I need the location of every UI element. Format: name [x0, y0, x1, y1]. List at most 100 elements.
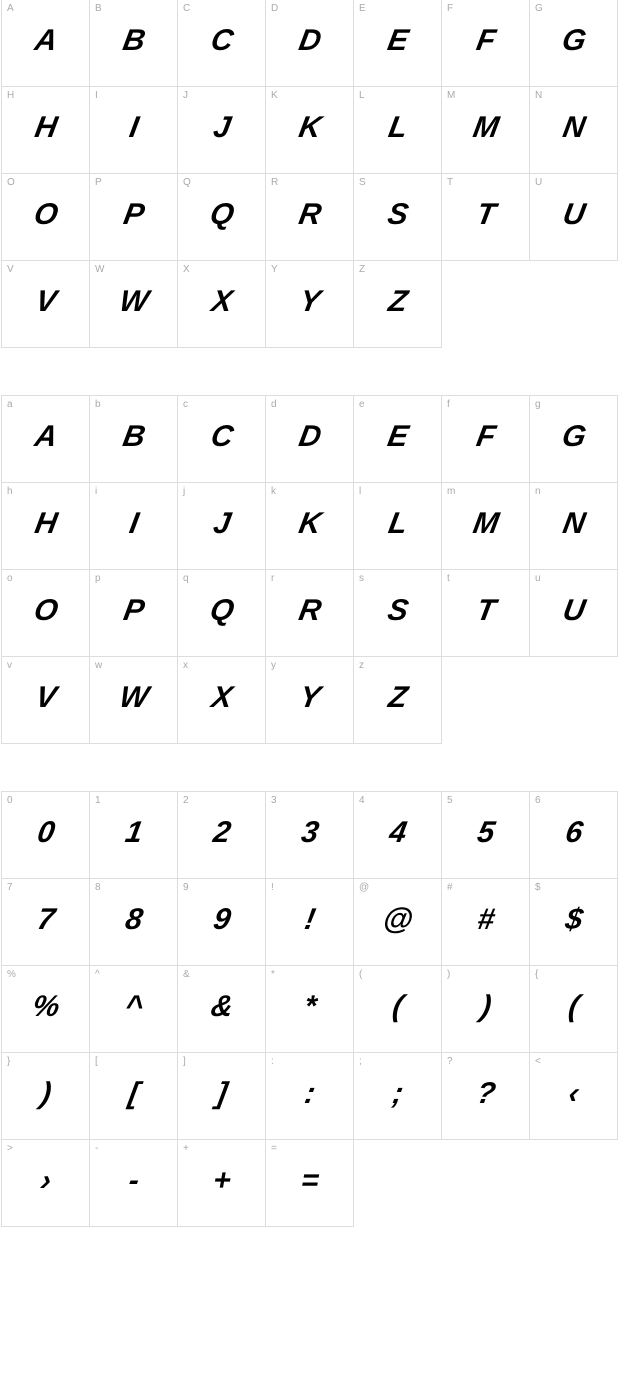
character-label: ] [183, 1056, 186, 1067]
character-label: M [447, 90, 455, 101]
character-glyph: * [263, 990, 356, 1024]
character-label: 6 [535, 795, 541, 806]
character-glyph: S [351, 594, 444, 628]
character-label: 4 [359, 795, 365, 806]
character-cell: (( [353, 965, 442, 1053]
character-cell: RR [265, 173, 354, 261]
character-cell: TT [441, 173, 530, 261]
character-cell: HH [1, 86, 90, 174]
character-cell: && [177, 965, 266, 1053]
character-glyph: # [439, 903, 532, 937]
character-label: ^ [95, 969, 100, 980]
character-label: u [535, 573, 541, 584]
character-cell: ;; [353, 1052, 442, 1140]
character-cell: UU [529, 173, 618, 261]
character-label: e [359, 399, 365, 410]
character-label: < [535, 1056, 541, 1067]
character-glyph: R [263, 594, 356, 628]
character-label: t [447, 573, 450, 584]
character-glyph: 0 [0, 816, 92, 850]
character-cell: kK [265, 482, 354, 570]
character-glyph: I [87, 111, 180, 145]
character-label: B [95, 3, 102, 14]
character-label: n [535, 486, 541, 497]
character-label: % [7, 969, 16, 980]
character-label: f [447, 399, 450, 410]
character-cell: cC [177, 395, 266, 483]
character-cell: mM [441, 482, 530, 570]
character-glyph: T [439, 594, 532, 628]
character-label: j [183, 486, 185, 497]
character-glyph: P [87, 594, 180, 628]
character-glyph: X [175, 285, 268, 319]
character-label: - [95, 1143, 98, 1154]
character-label: g [535, 399, 541, 410]
character-label: O [7, 177, 15, 188]
character-cell: eE [353, 395, 442, 483]
character-label: 1 [95, 795, 101, 806]
character-glyph: H [0, 111, 92, 145]
character-cell: gG [529, 395, 618, 483]
character-glyph: U [527, 198, 620, 232]
character-cell: VV [1, 260, 90, 348]
character-cell: 55 [441, 791, 530, 879]
character-glyph: : [263, 1077, 356, 1111]
character-glyph: P [87, 198, 180, 232]
character-cell: 11 [89, 791, 178, 879]
character-glyph: @ [351, 903, 444, 937]
character-glyph: + [175, 1164, 268, 1198]
character-cell: GG [529, 0, 618, 87]
character-label: 8 [95, 882, 101, 893]
character-glyph: 5 [439, 816, 532, 850]
character-glyph: C [175, 420, 268, 454]
character-label: K [271, 90, 278, 101]
character-glyph: Y [263, 285, 356, 319]
character-cell: SS [353, 173, 442, 261]
character-label: x [183, 660, 188, 671]
character-cell: QQ [177, 173, 266, 261]
character-grid: AABBCCDDEEFFGGHHIIJJKKLLMMNNOOPPQQRRSSTT… [2, 0, 640, 348]
character-glyph: U [527, 594, 620, 628]
character-glyph: B [87, 420, 180, 454]
character-section-0: AABBCCDDEEFFGGHHIIJJKKLLMMNNOOPPQQRRSSTT… [0, 0, 640, 348]
character-glyph: X [175, 681, 268, 715]
character-cell: aA [1, 395, 90, 483]
character-label: c [183, 399, 188, 410]
character-cell: DD [265, 0, 354, 87]
character-glyph: M [439, 507, 532, 541]
character-label: k [271, 486, 276, 497]
character-label: = [271, 1143, 277, 1154]
character-label: > [7, 1143, 13, 1154]
character-map: AABBCCDDEEFFGGHHIIJJKKLLMMNNOOPPQQRRSSTT… [0, 0, 640, 1227]
character-cell: yY [265, 656, 354, 744]
character-cell: oO [1, 569, 90, 657]
character-grid: aAbBcCdDeEfFgGhHiIjJkKlLmMnNoOpPqQrRsStT… [2, 396, 640, 744]
character-glyph: ] [175, 1077, 268, 1111]
character-label: 9 [183, 882, 189, 893]
character-cell: }) [1, 1052, 90, 1140]
character-cell: ** [265, 965, 354, 1053]
character-cell: NN [529, 86, 618, 174]
character-glyph: F [439, 420, 532, 454]
character-glyph: W [87, 681, 180, 715]
character-cell: AA [1, 0, 90, 87]
character-label: F [447, 3, 453, 14]
character-label: L [359, 90, 365, 101]
character-glyph: V [0, 681, 92, 715]
character-label: S [359, 177, 366, 188]
character-glyph: G [527, 420, 620, 454]
character-cell: <‹ [529, 1052, 618, 1140]
character-label: 7 [7, 882, 13, 893]
character-cell: uU [529, 569, 618, 657]
character-cell: fF [441, 395, 530, 483]
character-label: C [183, 3, 190, 14]
character-glyph: Q [175, 198, 268, 232]
character-cell: ?? [441, 1052, 530, 1140]
character-cell: bB [89, 395, 178, 483]
character-glyph: $ [527, 903, 620, 937]
character-label: i [95, 486, 97, 497]
character-cell: EE [353, 0, 442, 87]
character-glyph: 7 [0, 903, 92, 937]
character-glyph: D [263, 24, 356, 58]
character-cell: XX [177, 260, 266, 348]
